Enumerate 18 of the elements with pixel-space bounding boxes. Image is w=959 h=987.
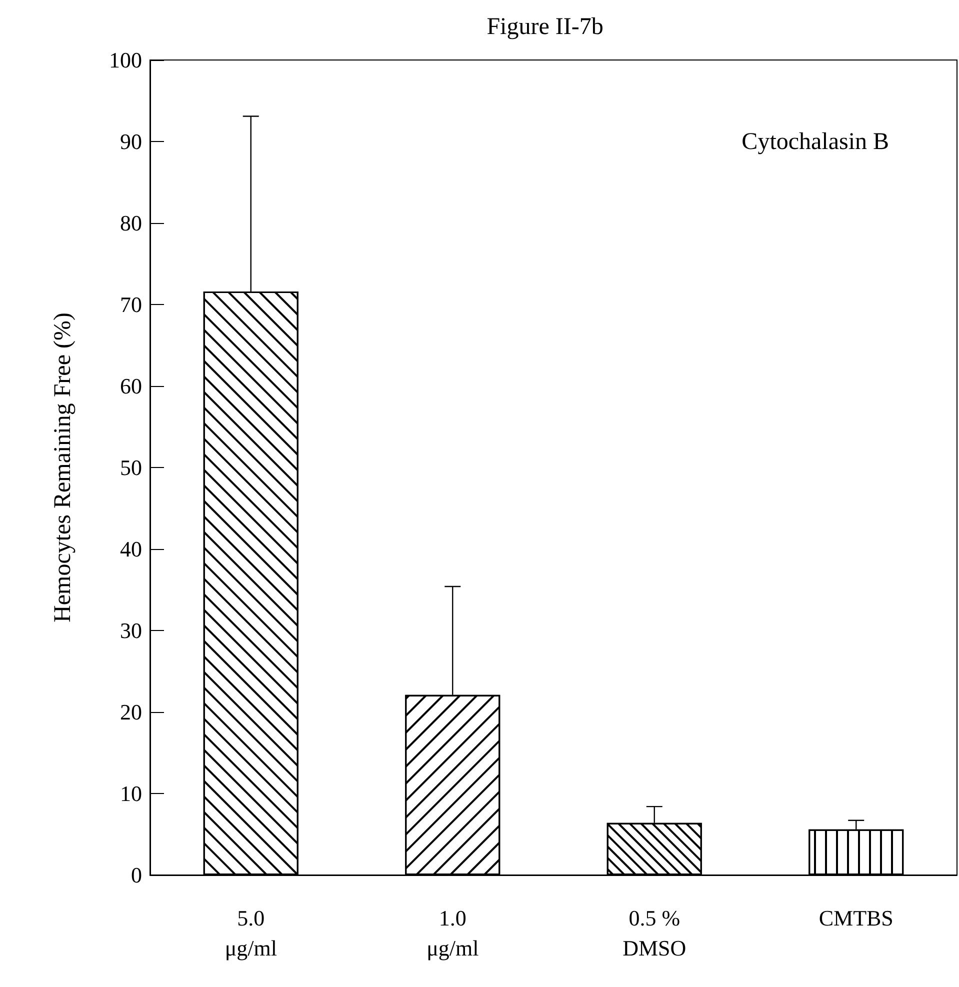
y-tick-label: 80 <box>120 210 142 236</box>
y-tick-label: 10 <box>120 781 142 806</box>
y-tick-label: 40 <box>120 536 142 562</box>
x-tick-label: 5.0 μg/ml <box>224 906 277 960</box>
y-tick-label: 70 <box>120 292 142 317</box>
y-tick-label: 30 <box>120 618 142 643</box>
y-tick-label: 100 <box>109 48 142 72</box>
x-tick-label: 0.5 % DMSO <box>622 906 686 960</box>
chart-title: Figure II-7b <box>486 14 604 40</box>
y-tick-label: 0 <box>131 862 142 888</box>
x-tick-label: CMTBS <box>818 906 894 930</box>
x-tick-label: 1.0 μg/ml <box>426 906 479 960</box>
y-tick-label: 90 <box>120 129 142 154</box>
y-tick-label: 50 <box>120 455 142 480</box>
y-tick-label: 20 <box>120 700 142 724</box>
annotation: Cytochalasin B <box>742 129 890 155</box>
y-tick-label: 60 <box>120 374 142 398</box>
y-axis-title: Hemocytes Remaining Free (%) <box>50 312 76 622</box>
